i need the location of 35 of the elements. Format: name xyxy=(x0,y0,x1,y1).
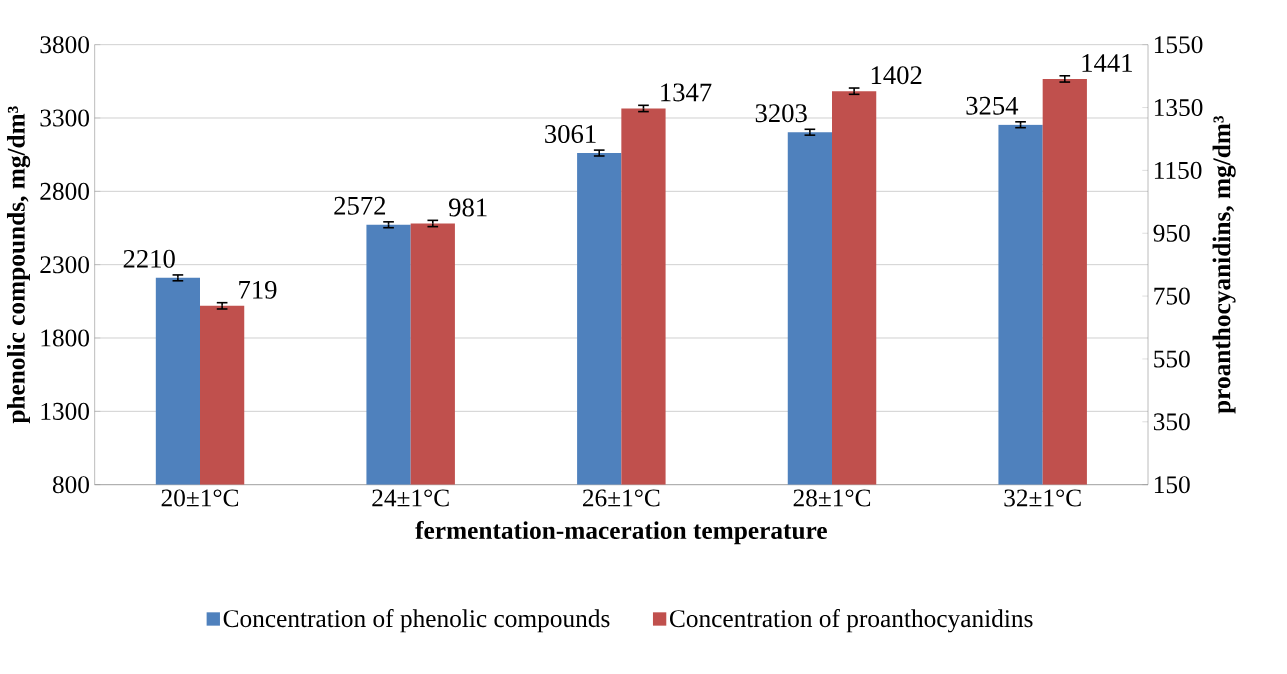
y2-tick-label: 750 xyxy=(1154,287,1190,305)
y-tick-label: 2300 xyxy=(40,256,89,274)
y-tick-label: 2800 xyxy=(40,182,89,200)
data-label: 1347 xyxy=(661,83,712,102)
data-label: 3254 xyxy=(966,96,1019,115)
y2-tick-label: 1350 xyxy=(1154,98,1203,117)
data-label: 719 xyxy=(239,280,277,299)
x-tick-label: 28±1°C xyxy=(793,489,871,507)
x-axis-title: fermentation-maceration temperature xyxy=(415,520,827,545)
data-label: 3203 xyxy=(755,104,807,123)
x-tick-label: 20±1°C xyxy=(161,489,239,507)
y2-tick-label: 1550 xyxy=(1154,36,1203,54)
y-tick-label: 1300 xyxy=(41,402,89,420)
y2-tick-label: 550 xyxy=(1154,350,1190,368)
legend-label: Concentration of phenolic compounds xyxy=(223,609,610,633)
y2-tick-label: 950 xyxy=(1153,224,1190,242)
y-tick-label: 800 xyxy=(52,476,89,494)
data-label: 1441 xyxy=(1082,54,1132,72)
data-label: 2210 xyxy=(123,249,175,268)
x-tick-label: 26±1°C xyxy=(582,489,660,507)
y2-tick-label: 150 xyxy=(1154,476,1190,494)
data-label: 1402 xyxy=(871,66,922,85)
data-label: 3061 xyxy=(545,125,596,143)
legend-label: Concentration of proanthocyanidins xyxy=(669,609,1033,633)
y2-tick-label: 1150 xyxy=(1154,161,1202,179)
y2-axis-title: proanthocyanidins, mg/dm³ xyxy=(1212,115,1236,414)
y-tick-label: 3800 xyxy=(40,36,89,54)
y-tick-label: 1800 xyxy=(41,329,89,347)
x-tick-label: 24±1°C xyxy=(372,489,449,507)
data-label: 2572 xyxy=(334,196,386,215)
y-tick-label: 3300 xyxy=(40,109,89,127)
y2-tick-label: 350 xyxy=(1153,413,1190,431)
y-axis-title: phenolic compounds, mg/dm³ xyxy=(6,106,31,424)
x-tick-label: 32±1°C xyxy=(1004,489,1081,507)
data-label: 981 xyxy=(449,198,487,217)
